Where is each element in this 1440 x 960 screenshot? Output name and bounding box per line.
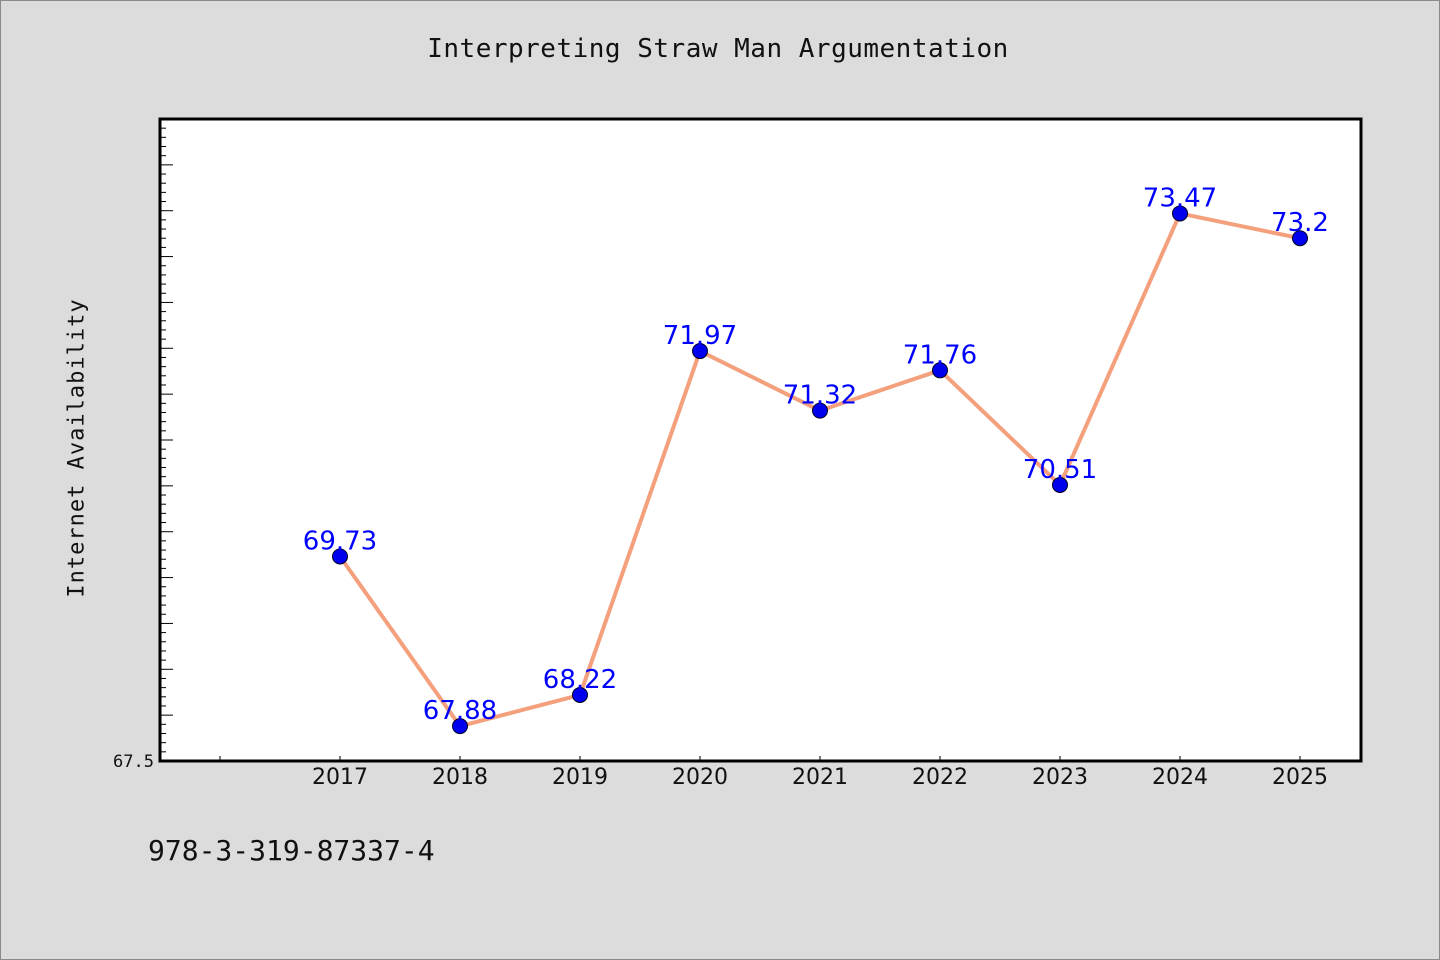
series-markers — [332, 205, 1308, 735]
data-point — [1292, 230, 1308, 247]
data-label: 67.88 — [423, 696, 497, 726]
data-label: 71.76 — [903, 340, 977, 370]
data-point — [332, 548, 348, 565]
x-axis-ticks: 2017 2018 2019 2020 2021 2022 2023 2024 2025 — [219, 756, 1328, 790]
x-tick-label: 2022 — [912, 765, 968, 790]
footer-isbn: 978-3-319-87337-4 — [148, 834, 435, 867]
x-tick-label: 2019 — [552, 765, 608, 790]
data-label: 69.73 — [303, 526, 377, 556]
data-label: 71.97 — [663, 321, 737, 351]
x-tick-label: 2023 — [1032, 765, 1088, 790]
data-label: 73.2 — [1271, 208, 1329, 238]
data-labels: 69.73 67.88 68.22 71.97 71.32 71.76 70.51 73.47… — [303, 183, 1329, 726]
data-point — [452, 718, 468, 735]
data-point — [932, 362, 948, 379]
plot-area — [158, 117, 1363, 763]
data-label: 73.47 — [1143, 183, 1217, 213]
x-tick-label: 2025 — [1272, 765, 1328, 790]
x-tick-label: 2017 — [312, 765, 368, 790]
data-point — [572, 686, 588, 703]
chart-title: Interpreting Straw Man Argumentation — [427, 34, 1009, 64]
x-tick-label: 2021 — [792, 765, 848, 790]
x-tick-label: 2020 — [672, 765, 728, 790]
y-tick-label: 67.5 — [113, 752, 154, 772]
data-point — [692, 343, 708, 360]
data-label: 68.22 — [543, 665, 617, 695]
data-point — [812, 402, 828, 419]
y-axis-ticks: 67.5 — [113, 127, 173, 772]
data-label: 71.32 — [783, 381, 857, 411]
x-tick-label: 2024 — [1152, 765, 1208, 790]
x-tick-label: 2018 — [432, 765, 488, 790]
data-point — [1052, 476, 1068, 493]
data-point — [1172, 205, 1188, 222]
data-label: 70.51 — [1023, 455, 1097, 485]
